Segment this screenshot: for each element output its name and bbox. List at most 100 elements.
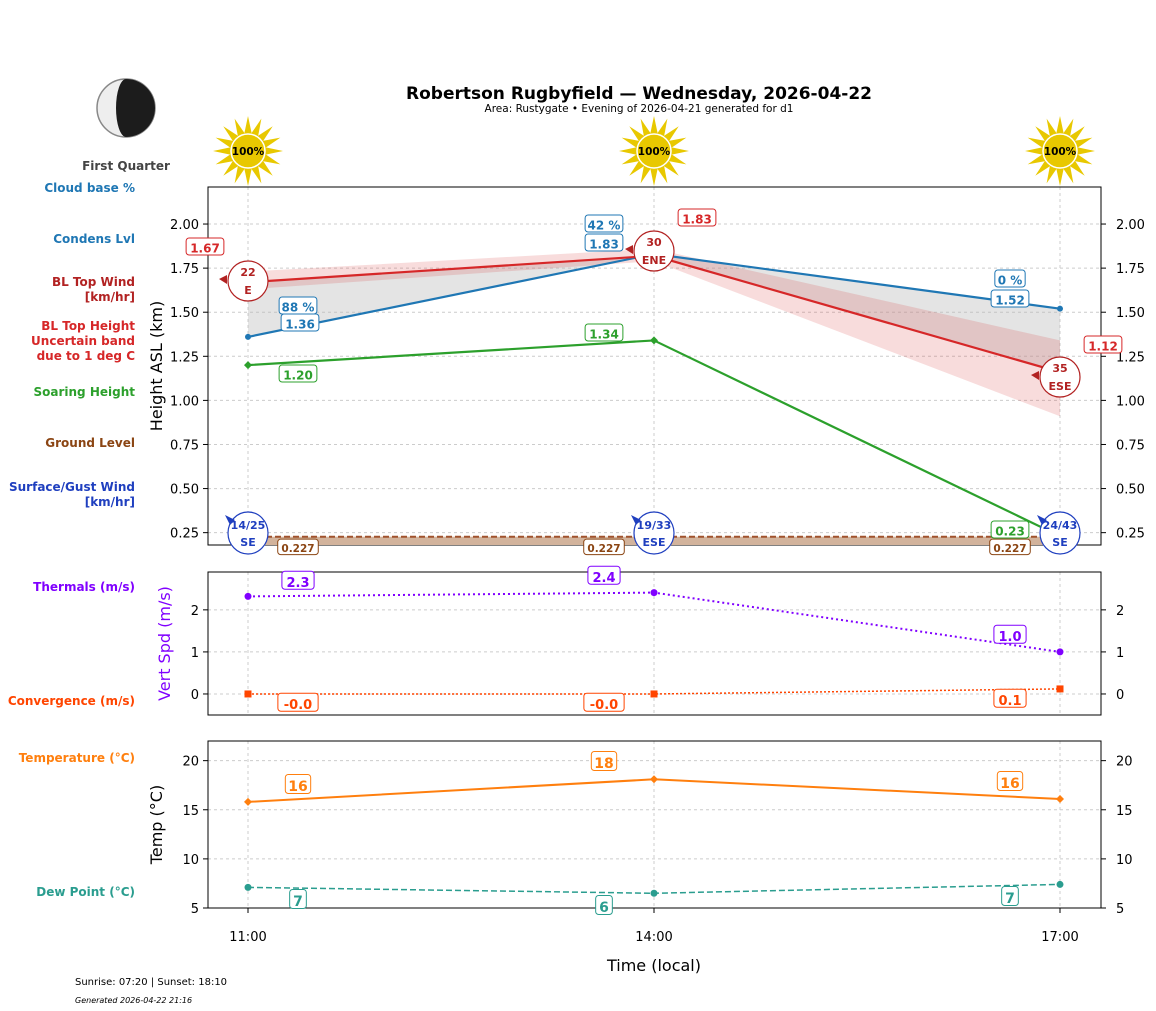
ground-label-box (989, 538, 1031, 556)
sun-pct: 100% (638, 146, 671, 158)
y-tick-label-right: 20 (1116, 755, 1133, 770)
data-point (650, 589, 658, 597)
convergence-label-box (277, 692, 319, 712)
sun-ray (234, 163, 246, 184)
y-tick-label-right: 0.75 (1116, 438, 1145, 453)
y-tick-label: 2 (191, 604, 199, 619)
data-point (650, 775, 658, 784)
sun-icon: 100% (619, 116, 689, 186)
sun-ray (1025, 146, 1045, 156)
sun-ray (260, 137, 281, 149)
sun-ray (649, 116, 659, 136)
surface-wind-marker (227, 511, 269, 555)
bl-top-label: 1.12 (1088, 340, 1118, 354)
legend-cloud-base: Cloud base % (44, 181, 135, 195)
x-tick-label: 17:00 (1041, 930, 1078, 945)
y-tick-label-right: 1.25 (1116, 350, 1145, 365)
sun-disc (230, 133, 266, 169)
cloud-pct-label: 0 % (998, 274, 1023, 288)
soaring-label: 1.34 (589, 328, 619, 342)
sun-ray (1046, 118, 1058, 139)
sun-ray (666, 137, 687, 149)
y-tick-label: 10 (182, 853, 199, 868)
cloud-pct-label-box (278, 296, 318, 315)
y-tick-label: 20 (182, 755, 199, 770)
sun-pct: 100% (232, 146, 265, 158)
thermal-label: 2.3 (286, 576, 309, 591)
data-point (244, 797, 252, 806)
condens-label: 1.36 (285, 318, 315, 332)
sun-ray (215, 137, 236, 149)
temperature-label: 18 (594, 756, 613, 772)
x-tick-label: 14:00 (635, 930, 672, 945)
data-point (1056, 685, 1064, 693)
condens-label: 1.83 (589, 238, 619, 252)
y-axis-label: Height ASL (km) (147, 301, 166, 431)
dewpoint-label-box (595, 895, 613, 915)
ground-label-box (277, 538, 319, 556)
ground-label: 0.227 (281, 543, 314, 555)
sun-ray (669, 146, 689, 156)
y-tick-label: 5 (191, 902, 199, 917)
y-tick-label: 1.75 (170, 262, 199, 277)
thermal-label-box (587, 565, 621, 585)
surface-wind-dir: SE (1052, 536, 1067, 549)
y-tick-label: 1.00 (170, 394, 199, 409)
y-tick-label-right: 0.50 (1116, 483, 1145, 498)
dewpoint-label-box (289, 889, 307, 909)
convergence-label: -0.0 (590, 698, 618, 713)
y-tick-label: 1.50 (170, 306, 199, 321)
soaring-label-box (584, 323, 624, 342)
dewpoint-label: 7 (1005, 891, 1015, 907)
temperature-label-box (284, 774, 312, 794)
generated-time: Generated 2026-04-22 21:16 (75, 996, 192, 1005)
temperature-label-box (590, 751, 618, 771)
legend-surface-wind: Surface/Gust Wind (9, 480, 135, 494)
sun-pct: 100% (1044, 146, 1077, 158)
legend-dewpoint: Dew Point (°C) (36, 885, 135, 899)
surface-wind-marker (1039, 511, 1081, 555)
data-point (1056, 880, 1064, 888)
bl-top-label-box (1083, 335, 1123, 354)
data-point (244, 361, 252, 370)
panel-frame (207, 571, 1102, 716)
x-axis-label: Time (local) (606, 956, 701, 975)
y-tick-label-right: 2.00 (1116, 218, 1145, 233)
sun-ray (1072, 137, 1093, 149)
sun-ray (1055, 166, 1065, 186)
y-tick-label-right: 0.25 (1116, 527, 1145, 542)
wind-arrow-icon (631, 515, 641, 525)
sun-ray (243, 166, 253, 186)
bl-wind-marker (1039, 356, 1081, 398)
y-tick-label: 1.25 (170, 350, 199, 365)
sun-ray (640, 163, 652, 184)
legend-soaring-height: Soaring Height (34, 385, 136, 399)
y-tick-label-right: 1 (1116, 646, 1124, 661)
sun-ray (640, 118, 652, 139)
legend-temperature: Temperature (°C) (19, 751, 135, 765)
sun-ray (213, 146, 233, 156)
sun-ray (619, 146, 639, 156)
cloud-shading (248, 254, 1060, 373)
soaring-label-box (278, 364, 318, 383)
y-tick-label-right: 1.00 (1116, 394, 1145, 409)
wind-arrow-icon (1037, 515, 1047, 525)
sun-ray (1055, 116, 1065, 136)
sun-ray (250, 118, 262, 139)
soaring-label-box (990, 520, 1030, 539)
y-tick-label: 1 (191, 646, 199, 661)
y-tick-label-right: 15 (1116, 804, 1133, 819)
legend-bl-top-height: BL Top Height (41, 319, 135, 333)
bl-wind-dir: ESE (1049, 380, 1072, 393)
sun-disc (636, 133, 672, 169)
moon-icon (96, 78, 156, 138)
ground-label-box (583, 538, 625, 556)
y-tick-label-right: 1.75 (1116, 262, 1145, 277)
bl-wind-dir: ENE (642, 254, 666, 267)
bl-wind-speed: 22 (240, 266, 255, 279)
chart-subtitle: Area: Rustygate • Evening of 2026-04-21 … (485, 103, 794, 115)
wind-arrow-icon (225, 515, 235, 525)
sun-ray (1075, 146, 1095, 156)
data-point (650, 690, 658, 698)
